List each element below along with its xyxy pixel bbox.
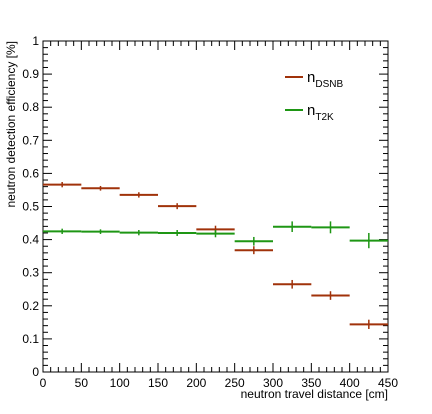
- legend-label-dsnb: nDSNB: [307, 69, 343, 90]
- data-point-t2k: [119, 229, 158, 236]
- x-tick-label: 100: [110, 376, 130, 390]
- data-point-dsnb: [81, 185, 120, 191]
- y-tick-label: 0.9: [22, 67, 39, 81]
- x-tick-label: 50: [75, 376, 89, 390]
- legend-entry-t2k: nT2K: [285, 102, 334, 123]
- data-point-dsnb: [43, 181, 82, 188]
- series-dsnb: [43, 181, 388, 329]
- y-tick-label: 0.3: [22, 266, 39, 280]
- data-point-t2k: [349, 232, 388, 249]
- data-point-t2k: [81, 229, 120, 234]
- x-tick-label: 0: [40, 376, 47, 390]
- data-point-dsnb: [119, 192, 158, 198]
- x-tick-label: 350: [301, 376, 321, 390]
- x-tick-label: 400: [340, 376, 360, 390]
- y-tick-label: 0.5: [22, 200, 39, 214]
- data-point-dsnb: [158, 203, 197, 210]
- series-t2k: [43, 221, 388, 249]
- data-point-t2k: [311, 221, 350, 234]
- legend-label-t2k: nT2K: [307, 102, 334, 123]
- y-tick-label: 0: [32, 365, 39, 379]
- y-axis-title: neutron detection efficiency [%]: [4, 41, 18, 208]
- y-axis: 0 0.1 0.2 0.3 0.4 0.5 0.6 0.7 0.8 0.9 1: [22, 34, 388, 379]
- y-tick-label: 0.6: [22, 166, 39, 180]
- y-tick-label: 0.7: [22, 133, 39, 147]
- x-tick-label: 300: [263, 376, 283, 390]
- y-tick-label: 0.1: [22, 332, 39, 346]
- data-point-dsnb: [273, 279, 312, 289]
- data-point-t2k: [196, 229, 235, 238]
- data-point-dsnb: [234, 246, 273, 255]
- y-tick-label: 0.4: [22, 233, 39, 247]
- x-axis: 0 50 100 150 200 250 300 350 400 450: [40, 41, 398, 390]
- x-tick-label: 250: [225, 376, 245, 390]
- y-tick-label: 1: [32, 34, 39, 48]
- data-point-t2k: [273, 221, 312, 232]
- data-point-t2k: [234, 236, 273, 246]
- x-tick-label: 150: [148, 376, 168, 390]
- legend: nDSNB nT2K: [285, 69, 343, 123]
- data-point-t2k: [158, 229, 197, 236]
- data-point-dsnb: [349, 319, 388, 329]
- y-tick-label: 0.8: [22, 100, 39, 114]
- x-tick-label: 450: [378, 376, 398, 390]
- x-tick-label: 200: [186, 376, 206, 390]
- y-tick-label: 0.2: [22, 299, 39, 313]
- legend-entry-dsnb: nDSNB: [285, 69, 343, 90]
- data-point-dsnb: [311, 291, 350, 300]
- data-point-t2k: [43, 228, 82, 234]
- data-layer: [43, 181, 388, 329]
- x-axis-title: neutron travel distance [cm]: [241, 387, 388, 401]
